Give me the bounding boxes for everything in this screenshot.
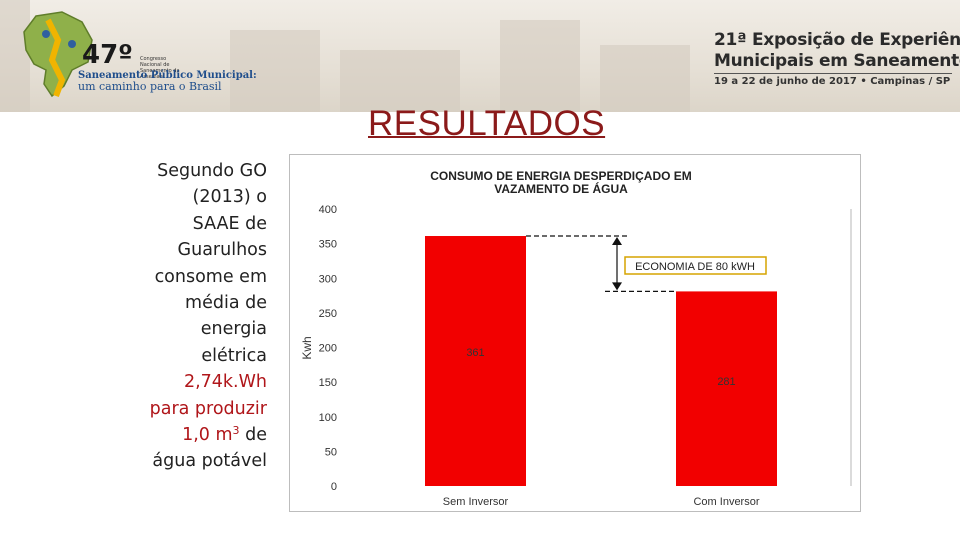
volume-line: 1,0 m3 de (117, 422, 267, 448)
y-tick-label: 0 (331, 481, 337, 493)
x-tick-label: Sem Inversor (443, 496, 509, 508)
side-line: média de (185, 293, 267, 314)
y-tick-label: 400 (319, 204, 337, 216)
event-info: 21ª Exposição de Experiências Municipais… (714, 30, 960, 87)
y-tick-label: 250 (319, 308, 337, 320)
side-line: SAAE de (192, 213, 267, 234)
event-line2: Municipais em Saneamento (714, 51, 960, 71)
congress-logo (18, 10, 198, 102)
side-text: Segundo GO (2013) o SAAE de Guarulhos co… (117, 158, 267, 475)
side-line: elétrica (201, 345, 267, 366)
bar (676, 291, 777, 486)
congress-small-text: Congresso Nacional de Saneamento da Asse… (140, 56, 180, 80)
side-line: para produzir (149, 398, 267, 419)
volume-sup: 3 (232, 424, 240, 438)
chart-svg: CONSUMO DE ENERGIA DESPERDIÇADO EMVAZAME… (289, 154, 861, 512)
energy-chart: CONSUMO DE ENERGIA DESPERDIÇADO EM VAZAME… (289, 154, 861, 512)
bar (425, 236, 526, 486)
annotation-box (624, 256, 767, 275)
volume-prefix: 1,0 m (182, 425, 233, 446)
congress-number: 47º (82, 40, 133, 70)
bar-value-label: 361 (466, 347, 484, 359)
event-dates: 19 a 22 de junho de 2017 • Campinas / SP (714, 76, 951, 87)
brazil-map-icon (23, 11, 93, 98)
bar-value-label: 281 (717, 376, 735, 388)
arrow-head-up (612, 237, 622, 246)
x-tick-label: Com Inversor (693, 496, 759, 508)
chart-bars: 361 Sem Inversor 281 Com Inversor (425, 236, 777, 508)
chart-title-line: CONSUMO DE ENERGIA DESPERDIÇADO EM (430, 169, 692, 183)
chart-annotation: ECONOMIA DE 80 kWH (526, 235, 767, 293)
chart-title: CONSUMO DE ENERGIA DESPERDIÇADO EMVAZAME… (430, 169, 692, 196)
side-line: energia (200, 319, 267, 340)
side-line: água potável (152, 451, 267, 472)
event-line1: 21ª Exposição de Experiências (714, 30, 960, 50)
congress-tagline: Saneamento Público Municipal: um caminho… (78, 70, 257, 92)
header-banner: 47º Congresso Nacional de Saneamento da … (0, 0, 960, 112)
tagline-line2: um caminho para o Brasil (78, 80, 222, 93)
chart-title-line: VAZAMENTO DE ÁGUA (494, 181, 628, 196)
event-divider (714, 73, 952, 74)
y-tick-label: 300 (319, 273, 337, 285)
side-line: Segundo GO (157, 161, 267, 181)
side-line: consome em (154, 266, 267, 287)
y-tick-label: 50 (325, 446, 337, 458)
volume-suffix: de (239, 425, 267, 446)
energy-value: 2,74k.Wh (183, 372, 267, 393)
annotation-text: ECONOMIA DE 80 kWH (635, 261, 755, 273)
side-line: (2013) o (192, 187, 267, 208)
y-tick-label: 150 (319, 377, 337, 389)
side-line: Guarulhos (177, 240, 267, 261)
y-tick-label: 200 (319, 343, 337, 355)
arrow-head-down (612, 282, 622, 291)
y-tick-label: 100 (319, 412, 337, 424)
slide-title: RESULTADOS (368, 104, 606, 143)
chart-axis: 0 50 100 150 200 250 300 350 400 Kwh (300, 204, 852, 493)
tagline-line1: Saneamento Público Municipal: (78, 70, 257, 81)
y-tick-label: 350 (319, 239, 337, 251)
y-axis-label: Kwh (300, 336, 314, 359)
